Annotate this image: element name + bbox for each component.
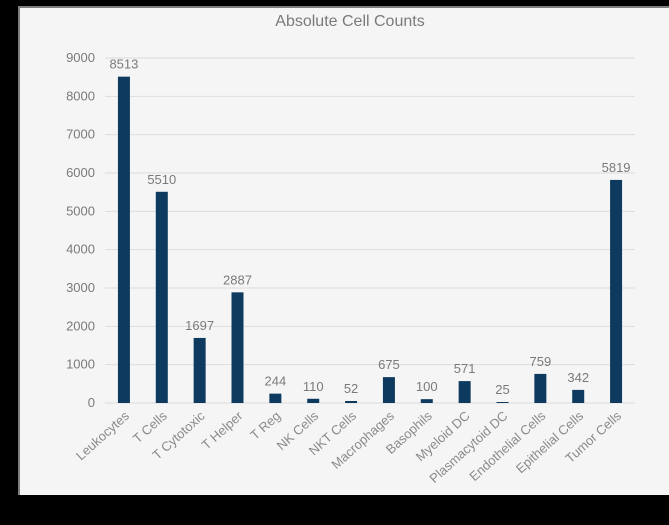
y-tick-label: 5000 (66, 203, 95, 218)
y-tick-label: 0 (88, 395, 95, 410)
data-label: 5819 (602, 160, 631, 175)
bar (458, 381, 471, 403)
bar (496, 402, 509, 403)
data-label: 52 (344, 381, 358, 396)
y-tick-label: 7000 (66, 127, 95, 142)
data-label: 8513 (109, 57, 138, 72)
x-tick-label: Leukocytes (73, 408, 132, 463)
x-tick-label: T Helper (199, 408, 246, 453)
bar (231, 292, 244, 403)
data-labels: 8513 5510 1697 2887 244 110 52 675 100 571 25 759 34… (109, 57, 630, 397)
bar (117, 76, 130, 403)
data-label: 675 (378, 357, 400, 372)
bar (610, 179, 623, 403)
y-tick-label: 6000 (66, 165, 95, 180)
bar (193, 337, 206, 403)
bar (269, 393, 282, 403)
gridlines (105, 57, 635, 404)
bars (117, 76, 623, 403)
data-label: 110 (303, 379, 324, 394)
bar (307, 398, 320, 403)
bar (420, 399, 433, 403)
data-label: 25 (495, 382, 509, 397)
data-label: 571 (454, 361, 476, 376)
data-label: 100 (416, 379, 438, 394)
y-tick-label: 4000 (66, 242, 95, 257)
y-tick-label: 8000 (66, 88, 95, 103)
y-tick-label: 3000 (66, 280, 95, 295)
y-tick-label: 1000 (66, 357, 95, 372)
data-label: 342 (567, 370, 589, 385)
data-label: 244 (265, 374, 287, 389)
data-label: 2887 (223, 272, 252, 287)
y-tick-label: 2000 (66, 318, 95, 333)
y-tick-label: 9000 (66, 50, 95, 65)
bar (155, 191, 168, 403)
bar (572, 389, 585, 403)
data-label: 5510 (147, 172, 176, 187)
chart-title: Absolute Cell Counts (275, 13, 424, 30)
y-axis-ticks: 0 1000 2000 3000 4000 5000 6000 7000 8000 9000 (66, 50, 95, 410)
bar (382, 377, 395, 403)
data-label: 759 (530, 354, 552, 369)
bar (534, 373, 547, 403)
data-label: 1697 (185, 318, 214, 333)
bar (345, 401, 358, 403)
